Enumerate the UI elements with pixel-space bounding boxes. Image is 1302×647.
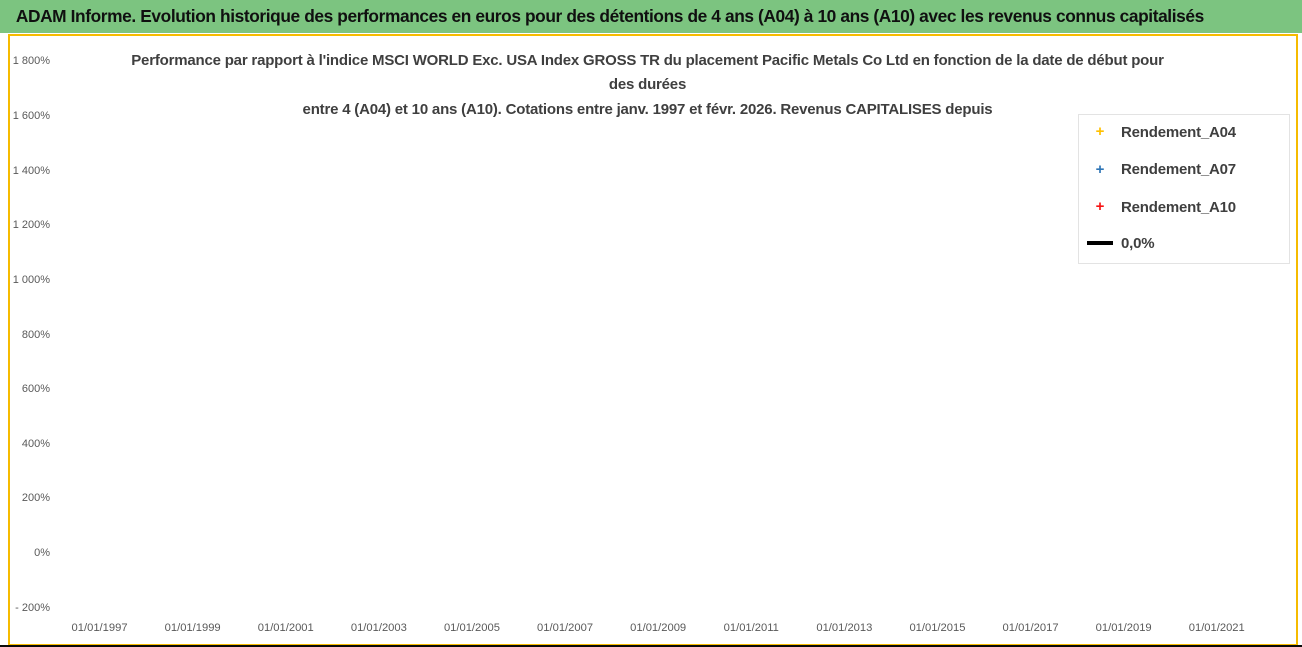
y-tick-label: 400% bbox=[21, 437, 50, 450]
y-tick-label: 200% bbox=[21, 492, 50, 505]
legend-label: Rendement_A04 bbox=[1121, 123, 1236, 141]
legend-label: 0,0% bbox=[1121, 234, 1155, 252]
legend-item-rendement-a10: + Rendement_A10 bbox=[1087, 197, 1289, 217]
y-tick-label: 600% bbox=[21, 383, 50, 396]
report-header-bar: ADAM Informe. Evolution historique des p… bbox=[0, 0, 1302, 33]
y-tick-label: 1 800% bbox=[12, 55, 50, 68]
x-tick-label: 01/01/1997 bbox=[71, 622, 128, 634]
y-tick-label: 1 400% bbox=[12, 164, 50, 177]
bottom-edge bbox=[0, 645, 1302, 647]
x-tick-label: 01/01/2021 bbox=[1188, 622, 1245, 634]
y-tick-label: - 200% bbox=[15, 601, 50, 614]
y-tick-label: 0% bbox=[34, 547, 50, 559]
x-tick-label: 01/01/2019 bbox=[1095, 622, 1152, 634]
x-tick-label: 01/01/2001 bbox=[257, 622, 314, 634]
y-tick-label: 1 600% bbox=[12, 110, 50, 123]
legend-item-rendement-a04: + Rendement_A04 bbox=[1087, 122, 1289, 142]
x-tick-label: 01/01/2007 bbox=[537, 622, 594, 634]
zero-line-swatch bbox=[1087, 241, 1113, 245]
chart-legend: + Rendement_A04 + Rendement_A07 + Rendement_A… bbox=[1078, 114, 1290, 264]
y-tick-label: 1 000% bbox=[12, 273, 50, 286]
x-tick-label: 01/01/2015 bbox=[909, 622, 966, 634]
x-tick-label: 01/01/2005 bbox=[443, 622, 500, 634]
chart-title-line-2: des durées bbox=[608, 76, 687, 94]
legend-item-0-0-: 0,0% bbox=[1087, 235, 1289, 252]
x-tick-label: 01/01/2011 bbox=[723, 622, 779, 634]
legend-label: Rendement_A07 bbox=[1121, 161, 1236, 178]
chart-title-line-1: Performance par rapport à l'indice MSCI … bbox=[131, 52, 1164, 69]
chart-title-line-3: entre 4 (A04) et 10 ans (A10). Cotations… bbox=[302, 100, 993, 118]
y-tick-label: 800% bbox=[21, 328, 50, 341]
y-tick-label: 1 200% bbox=[12, 219, 50, 232]
plus-marker-icon: + bbox=[1095, 123, 1105, 140]
x-tick-label: 01/01/2009 bbox=[630, 622, 687, 634]
legend-item-rendement-a07: + Rendement_A07 bbox=[1087, 160, 1289, 180]
x-tick-label: 01/01/1999 bbox=[164, 622, 221, 634]
report-title: ADAM Informe. Evolution historique des p… bbox=[15, 6, 1204, 26]
plus-marker-icon: + bbox=[1095, 198, 1105, 215]
chart-title: Performance par rapport à l'indice MSCI … bbox=[130, 49, 1165, 122]
x-tick-label: 01/01/2017 bbox=[1002, 622, 1059, 634]
legend-label: Rendement_A10 bbox=[1121, 198, 1236, 216]
x-tick-label: 01/01/2003 bbox=[350, 622, 407, 634]
x-tick-label: 01/01/2013 bbox=[816, 622, 873, 634]
plus-marker-icon: + bbox=[1095, 160, 1105, 178]
